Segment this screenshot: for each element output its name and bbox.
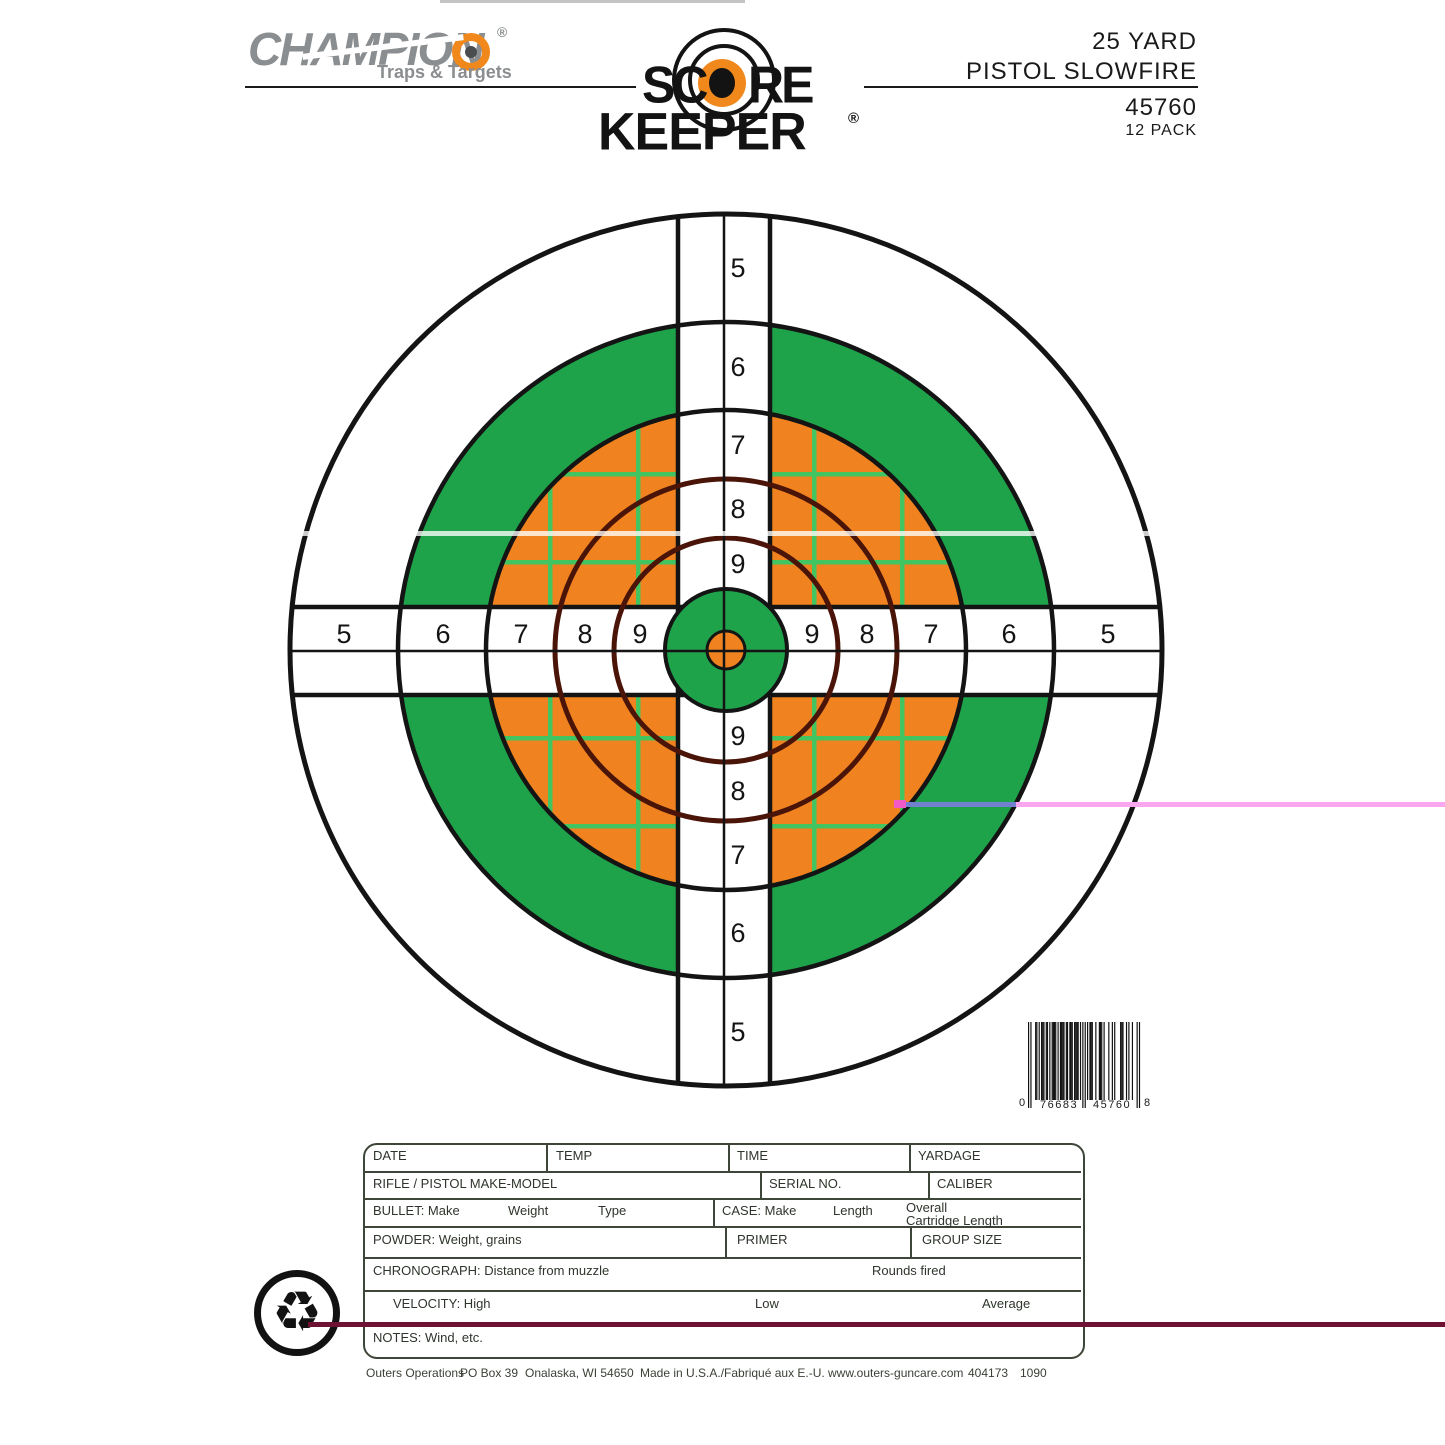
scan-artifact-line [440,0,745,3]
field-caliber: CALIBER [937,1176,993,1191]
ring-score-label: 8 [730,776,745,806]
barcode-check-digit: 8 [1144,1097,1152,1109]
field-bullet: BULLET: Make [373,1203,460,1218]
field-bullet-weight: Weight [508,1203,549,1218]
product-distance: 25 YARD [1092,28,1197,55]
field-velocity-low: Low [755,1296,779,1311]
field-make-model: RIFLE / PISTOL MAKE-MODEL [373,1176,558,1191]
shooting-log-table [363,1143,1085,1359]
ring-score-label: 6 [730,918,745,948]
field-primer: PRIMER [737,1232,788,1247]
scan-artifact-magenta-dot [894,800,906,808]
product-discipline: PISTOL SLOWFIRE [965,58,1197,85]
ring-5 [287,211,1165,1089]
field-serial: SERIAL NO. [769,1176,842,1191]
recycling-icon: ♻ [254,1270,340,1356]
field-bullet-type: Type [598,1203,627,1218]
ring-score-label: 7 [730,840,745,870]
registered-mark: ® [848,110,860,127]
ring-score-label: 5 [1100,619,1115,649]
bullseye-target: 5 5 5 5 6 6 6 6 7 7 7 7 8 8 8 8 9 9 9 9 [287,211,1165,1089]
barcode-digits-right: 45760 [1093,1099,1132,1111]
target-rings-icon [688,44,760,116]
ring-score-label: 7 [923,619,938,649]
ring-score-label: 5 [336,619,351,649]
ring-score-label: 8 [859,619,874,649]
field-temp: TEMP [556,1148,593,1163]
footer-code: 1090 [1020,1366,1047,1380]
ring-score-label: 9 [730,549,745,579]
field-overall-length: Cartridge Length [906,1213,1003,1228]
footer-made-in: Made in U.S.A./Fabriqué aux E.-U. [640,1366,825,1380]
recycling-arrows-glyph: ♻ [271,1280,323,1345]
field-group-size: GROUP SIZE [922,1232,1002,1247]
scan-artifact-pink-line [897,802,1445,807]
ring-score-label: 6 [730,352,745,382]
scorekeeper-logo: SC [642,55,708,115]
product-pack-count: 12 PACK [1125,122,1197,139]
footer-pobox: PO Box 39 [460,1366,519,1380]
footer-publisher: Outers Operations [366,1366,465,1380]
ring-score-label: 8 [730,494,745,524]
ring-score-label: 7 [730,430,745,460]
ring-score-label: 8 [577,619,592,649]
field-rounds-fired: Rounds fired [872,1263,946,1278]
bullseye-o-icon [698,59,746,107]
ring-score-label: 5 [730,1017,745,1047]
target-rings-icon [672,28,776,132]
scan-artifact-maroon-line [308,1322,1445,1327]
ring-score-label: 6 [1001,619,1016,649]
brand-tagline: Traps & Targets [377,62,512,82]
field-notes: NOTES: Wind, etc. [373,1330,483,1345]
barcode-digits-left: 76683 [1040,1099,1079,1111]
footer: Outers Operations PO Box 39 Onalaska, WI… [0,1366,1445,1382]
ring-score-label: 7 [513,619,528,649]
field-time: TIME [737,1148,769,1163]
bullseye-icon [452,33,490,71]
ring-score-label: 6 [435,619,450,649]
registered-mark: ® [497,24,508,40]
barcode-digit: 0 [1019,1097,1027,1109]
ring-score-label: 9 [632,619,647,649]
field-case: CASE: Make [722,1203,797,1218]
ring-score-label: 9 [804,619,819,649]
field-powder: POWDER: Weight, grains [373,1232,522,1247]
footer-website: www.outers-guncare.com [828,1366,964,1380]
scan-artifact-blue-line [901,802,1016,807]
footer-city: Onalaska, WI 54650 [525,1366,634,1380]
field-yardage: YARDAGE [918,1148,981,1163]
field-chronograph: CHRONOGRAPH: Distance from muzzle [373,1263,610,1278]
product-sku: 45760 [1125,94,1197,121]
ring-score-numbers: 5 5 5 5 6 6 6 6 7 7 7 7 8 8 8 8 9 9 9 9 [336,253,1115,1047]
field-velocity-average: Average [982,1296,1031,1311]
scorekeeper-logo: RE [748,55,814,115]
ring-score-label: 5 [730,253,745,283]
field-date: DATE [373,1148,407,1163]
scan-artifact-stripe [298,531,1160,536]
field-case-length: Length [833,1203,873,1218]
scorekeeper-logo: KEEPER [598,102,807,162]
ring-score-label: 9 [730,721,745,751]
field-velocity-high: VELOCITY: High [393,1296,491,1311]
footer-part-number: 404173 [968,1366,1009,1380]
upc-barcode [1028,1022,1141,1108]
field-overall-length: Overall [906,1200,948,1215]
